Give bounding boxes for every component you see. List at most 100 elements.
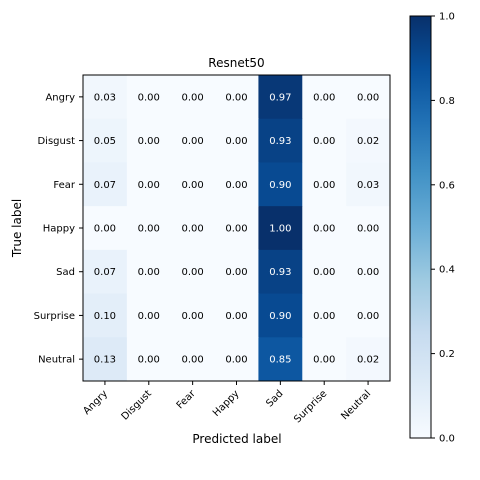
cell-value-label: 0.00 [138, 180, 160, 191]
heatmap-cell [214, 118, 259, 163]
heatmap-cell [214, 293, 259, 338]
heatmap-cell [126, 249, 172, 295]
heatmap-cell [83, 293, 128, 338]
cell-value-label: 0.00 [313, 136, 335, 147]
heatmap-cell [83, 118, 128, 163]
cell-value-label: 0.00 [313, 267, 335, 278]
cell-value-label: 0.00 [225, 180, 247, 191]
cell-value-label: 0.97 [269, 92, 291, 103]
cell-value-label: 0.00 [313, 180, 335, 191]
colorbar-tick-label: 0.8 [439, 96, 455, 107]
heatmap-cell [126, 118, 172, 163]
cell-value-label: 0.00 [94, 224, 116, 235]
heatmap-cell [170, 249, 216, 295]
heatmap-cell-labels: 0.03 0.00 0.00 0.00 0.97 0.00 0.00 0.05 0.00 0.00… [94, 92, 379, 365]
x-tick-label: Sad [264, 388, 285, 409]
cell-value-label: 0.00 [138, 136, 160, 147]
heatmap-cell [214, 249, 259, 295]
heatmap-cell [170, 337, 216, 382]
heatmap-cell [83, 75, 128, 120]
cell-value-label: 0.00 [225, 267, 247, 278]
cell-value-label: 0.05 [94, 136, 116, 147]
x-tick-label: Angry [81, 388, 110, 417]
cell-value-label: 0.00 [357, 311, 379, 322]
heatmap-cell [258, 162, 303, 207]
cell-value-label: 0.85 [269, 355, 291, 366]
cell-value-label: 0.00 [225, 311, 247, 322]
y-axis-ticks: Angry Disgust Fear Happy Sad Surprise Neutral [34, 92, 83, 366]
y-tick-label: Angry [45, 92, 75, 103]
heatmap-cell [346, 293, 391, 338]
heatmap-cell [302, 118, 347, 163]
cell-value-label: 0.00 [225, 92, 247, 103]
cell-value-label: 0.00 [182, 267, 204, 278]
y-tick-label: Surprise [34, 311, 75, 322]
heatmap-cell [214, 206, 259, 251]
cell-value-label: 0.03 [94, 92, 116, 103]
x-tick-label: Surprise [292, 388, 329, 425]
cell-value-label: 0.03 [357, 180, 379, 191]
x-axis-ticks: Angry Disgust Fear Happy Sad Surprise Neutral [81, 381, 373, 425]
cell-value-label: 0.02 [357, 136, 379, 147]
cell-value-label: 0.00 [357, 224, 379, 235]
cell-value-label: 0.93 [269, 136, 291, 147]
cell-value-label: 0.07 [94, 267, 116, 278]
heatmap-cell [214, 75, 259, 120]
heatmap-cell [346, 118, 391, 163]
cell-value-label: 0.00 [182, 224, 204, 235]
colorbar-tick-label: 0.6 [439, 180, 455, 191]
heatmap-cell [346, 337, 391, 382]
heatmap-cell [126, 206, 172, 251]
cell-value-label: 0.13 [94, 355, 116, 366]
heatmap-cell [83, 162, 128, 207]
heatmap-cell [346, 206, 391, 251]
y-axis-label: True label [10, 199, 24, 258]
heatmap-cell [258, 293, 303, 338]
cell-value-label: 0.00 [225, 355, 247, 366]
heatmap-cell [126, 337, 172, 382]
heatmap-cell [126, 162, 172, 207]
heatmap-cell [346, 162, 391, 207]
cell-value-label: 0.00 [225, 224, 247, 235]
heatmap-cell [258, 75, 303, 120]
heatmap-cells [83, 75, 391, 382]
cell-value-label: 0.00 [313, 311, 335, 322]
heatmap-cell [258, 249, 303, 295]
colorbar-ticks: 0.0 0.2 0.4 0.6 0.8 1.0 [431, 12, 455, 445]
heatmap-cell [346, 75, 391, 120]
y-tick-label: Neutral [38, 355, 75, 366]
cell-value-label: 0.00 [182, 355, 204, 366]
cell-value-label: 0.02 [357, 355, 379, 366]
heatmap-cell [302, 162, 347, 207]
cell-value-label: 0.93 [269, 267, 291, 278]
cell-value-label: 0.10 [94, 311, 116, 322]
y-tick-label: Disgust [37, 136, 75, 147]
x-tick-label: Disgust [120, 388, 154, 422]
cell-value-label: 0.00 [182, 311, 204, 322]
heatmap-cell [170, 75, 216, 120]
cell-value-label: 0.00 [138, 355, 160, 366]
heatmap-cell [258, 337, 303, 382]
heatmap-cell [83, 337, 128, 382]
cell-value-label: 0.00 [357, 267, 379, 278]
chart-title: Resnet50 [208, 56, 264, 70]
x-tick-label: Happy [211, 388, 242, 419]
cell-value-label: 0.00 [182, 180, 204, 191]
heatmap-cell [214, 337, 259, 382]
y-tick-label: Fear [53, 180, 75, 191]
heatmap-cell [126, 75, 172, 120]
cell-value-label: 1.00 [269, 224, 291, 235]
cell-value-label: 0.00 [138, 92, 160, 103]
heatmap-cell [302, 75, 347, 120]
cell-value-label: 0.00 [138, 311, 160, 322]
colorbar [409, 15, 432, 439]
x-tick-label: Neutral [339, 388, 373, 422]
colorbar-tick-label: 0.2 [439, 349, 455, 360]
heatmap-cell [83, 206, 128, 251]
cell-value-label: 0.90 [269, 311, 291, 322]
cell-value-label: 0.00 [313, 355, 335, 366]
cell-value-label: 0.00 [357, 92, 379, 103]
heatmap-cell [83, 249, 128, 295]
colorbar-tick-label: 1.0 [439, 12, 455, 23]
